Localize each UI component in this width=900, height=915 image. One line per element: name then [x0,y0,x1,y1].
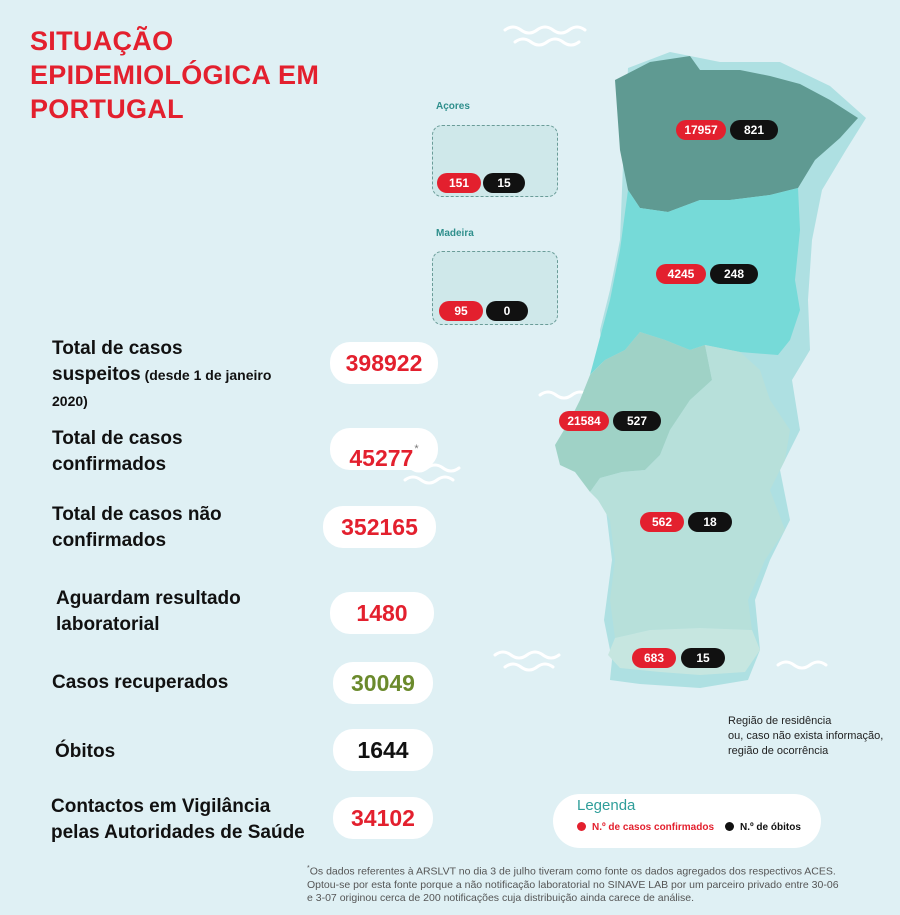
centro-deaths-badge: 248 [710,264,758,284]
contactos-label: Contactos em Vigilância pelas Autoridade… [51,796,305,843]
footnote: *Os dados referentes à ARSLVT no dia 3 d… [307,865,839,904]
black-dot-icon [725,822,734,831]
norte-cases-badge: 17957 [676,120,726,140]
acores-deaths-badge: 15 [483,173,525,193]
alentejo-deaths-badge: 18 [688,512,732,532]
recuperados-label: Casos recuperados [52,672,229,693]
lvt-deaths-badge: 527 [613,411,661,431]
recuperados-value: 30049 [333,662,433,704]
madeira-label: Madeira [436,228,474,239]
algarve-cases-badge: 683 [632,648,676,668]
algarve-deaths-badge: 15 [681,648,725,668]
legend: Legenda N.º de casos confirmados N.º de … [553,794,821,848]
confirmados-label: Total de casos confirmados [52,428,183,475]
contactos-value: 34102 [333,797,433,839]
region-note: Região de residência ou, caso não exista… [728,715,884,757]
madeira-deaths-badge: 0 [486,301,528,321]
alentejo-cases-badge: 562 [640,512,684,532]
lvt-cases-badge: 21584 [559,411,609,431]
obitos-label: Óbitos [55,741,116,762]
acores-label: Açores [436,101,470,112]
suspeitos-label: Total de casos suspeitos (desde 1 de jan… [52,338,272,409]
aguardam-value: 1480 [330,592,434,634]
nao-confirmados-label: Total de casos não confirmados [52,504,222,551]
red-dot-icon [577,822,586,831]
suspeitos-value: 398922 [330,342,438,384]
centro-cases-badge: 4245 [656,264,706,284]
norte-deaths-badge: 821 [730,120,778,140]
acores-cases-badge: 151 [437,173,481,193]
confirmados-value: 45277* [330,428,438,471]
region-alentejo [590,345,790,638]
obitos-value: 1644 [333,729,433,771]
aguardam-label: Aguardam resultado laboratorial [56,588,241,635]
page-title: SITUAÇÃO EPIDEMIOLÓGICA EM PORTUGAL [30,26,320,124]
legend-deaths: N.º de óbitos [725,822,801,833]
madeira-cases-badge: 95 [439,301,483,321]
legend-title: Legenda [577,797,636,814]
nao-confirmados-value: 352165 [323,506,436,548]
legend-cases: N.º de casos confirmados [577,822,714,833]
